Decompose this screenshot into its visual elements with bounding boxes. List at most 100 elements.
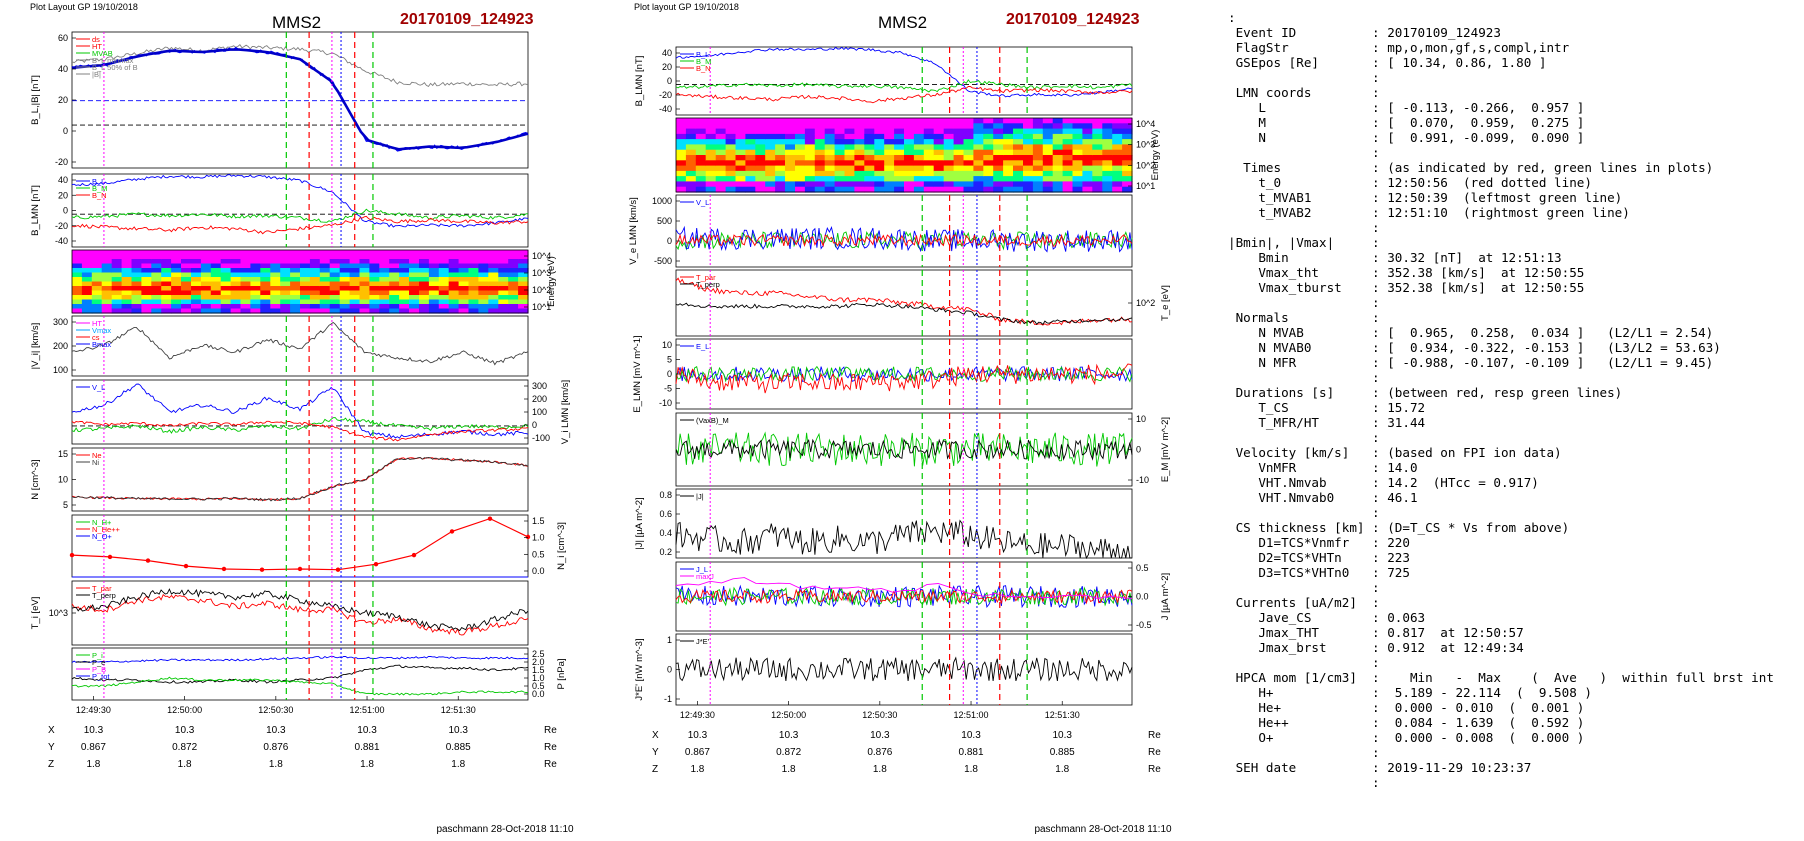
spectrogram-cell [488,290,499,296]
spectrogram-cell [1082,128,1093,135]
panel-8: 10-1J*E' [nW m^-3] J*E' [634,633,1133,706]
info-line: T_MFR/HT : 31.44 [1228,415,1426,430]
spectrogram-cell [260,277,271,283]
spectrogram-cell [1003,144,1014,151]
ephemeris-value: 0.876 [263,742,288,753]
spectrogram-cell [953,118,965,124]
spectrogram-cell [983,160,994,167]
y-tick-label: 500 [657,216,672,226]
spectrogram-cell [795,123,806,130]
spectrogram-cell [171,254,182,260]
spectrogram-cell [290,299,301,305]
y-tick-label: -5 [664,384,672,394]
figure-header: Plot layout GP 19/10/2018 [634,2,739,12]
spectrogram-cell [1072,155,1083,161]
spectrogram-cell [389,290,400,296]
spectrogram-cell [923,149,935,156]
spectrogram-cell [1003,139,1014,145]
spectrogram-cell [409,250,420,256]
panel-frame [71,580,529,646]
spectrogram-cell [171,286,182,292]
spectrogram-cell [359,281,370,287]
spectrogram-cell [1042,128,1054,135]
spectrogram-cell [1013,165,1024,172]
info-line: Jmax_THT : 0.817 at 12:50:57 [1228,625,1524,640]
spectrogram-cell [200,304,212,310]
spectrogram-cell [161,250,172,256]
spectrogram-cell [438,299,450,305]
y-tick-label: 1000 [652,196,672,206]
legend-entry: Ni [92,458,99,467]
spectrogram-cell [518,308,529,314]
spectrogram-cell [428,304,440,310]
ephemeris-value: 1.8 [269,759,283,770]
spectrogram-cell [943,123,955,130]
spectrogram-cell [933,155,945,161]
data-line [675,431,1133,467]
spectrogram-cell [409,263,420,269]
spectrogram-cell [91,304,103,310]
y-tick-label: 0.5 [532,681,545,691]
spectrogram-cell [953,160,965,167]
spectrogram-cell [91,281,103,287]
spectrogram-cell [171,304,182,310]
BL-smoothed-line [71,48,529,151]
data-point [221,566,227,572]
legend-entry: T_par [92,584,112,593]
spectrogram-cell [518,286,529,292]
data-line [675,79,1133,93]
data-line [675,365,1133,383]
spectrogram-cell [290,268,301,274]
spectrogram-cell [101,254,113,260]
spectrogram-cell [468,259,479,265]
spectrogram-cell [468,290,479,296]
spectrogram-cell [488,259,499,265]
spectrogram-cell [814,160,826,167]
spectrogram-cell [904,181,915,188]
spectrogram-cell [785,165,796,172]
y-tick-label: 20 [58,190,68,200]
spectrogram-cell [300,286,311,292]
spectrogram-cell [349,281,361,287]
spectrogram-cell [973,165,984,172]
spectrogram-cell [695,123,707,130]
ephemeris-label: Y [48,742,55,753]
spectrogram-cell [121,295,133,301]
spectrogram-cell [765,144,776,151]
spectrogram-cell [300,250,311,256]
spectrogram-cell [409,290,420,296]
x-tick-label: 12:50:30 [862,710,897,720]
spectrogram-cell [428,286,440,292]
event-title: 20170109_124923 [1006,11,1140,28]
spectrogram-cell [973,170,984,177]
spectrogram-cell [270,254,281,260]
spectrogram-cell [468,250,479,256]
spectrogram-cell [309,268,321,274]
spectrogram-cell [755,118,766,124]
spectrogram-cell [894,123,905,130]
spectrogram-cell [1052,186,1064,193]
spectrogram-cell [181,286,192,292]
spectrogram-cell [1102,118,1113,124]
spectrogram-cell [250,295,261,301]
spectrogram-cell [755,160,766,167]
ephemeris-value: 0.867 [81,742,106,753]
legend-entry: V_L [696,198,709,207]
spectrogram-cell [409,277,420,283]
spectrogram-cell [993,144,1004,151]
spectrogram-cell [1003,133,1014,140]
spectrogram-cell [725,133,737,140]
spectrogram-cell [121,259,133,265]
spectrogram-cell [705,165,717,172]
info-line: VHT.Nmvab : 14.2 (HTcc = 0.917) [1228,475,1539,490]
spectrogram-cell [131,268,142,274]
spectrogram-cell [309,290,321,296]
spectrogram-cell [448,290,460,296]
spectrogram-cell [91,259,103,265]
spectrogram-cell [1032,123,1044,130]
spectrogram-cell [290,304,301,310]
spectrogram-cell [785,160,796,167]
spectrogram-cell [319,299,331,305]
spectrogram-cell [1112,118,1123,124]
